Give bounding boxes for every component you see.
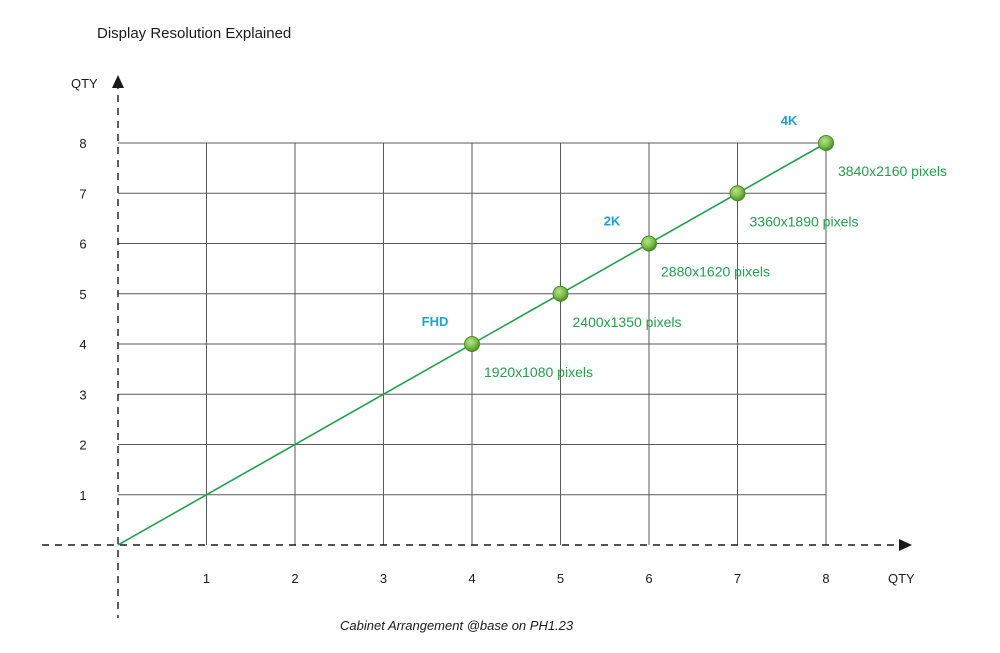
resolution-label: 2400x1350 pixels (573, 314, 682, 330)
resolution-label: 2880x1620 pixels (661, 264, 770, 280)
y-tick-label: 4 (79, 337, 86, 352)
x-tick-label: 4 (468, 571, 475, 586)
point-labels: 1920x1080 pixels FHD 2400x1350 pixels 2880x… (422, 113, 947, 380)
resolution-label: 1920x1080 pixels (484, 364, 593, 380)
tier-label: 2K (604, 214, 621, 229)
tier-label: FHD (422, 314, 449, 329)
x-tick-label: 1 (203, 571, 210, 586)
x-axis-label: QTY (888, 571, 915, 586)
x-tick-label: 6 (645, 571, 652, 586)
x-tick-labels: 1 2 3 4 5 6 7 8 (203, 571, 830, 586)
data-point (818, 135, 834, 151)
chart-caption: Cabinet Arrangement @base on PH1.23 (340, 618, 574, 633)
y-tick-label: 5 (79, 287, 86, 302)
y-axis-label: QTY (71, 76, 98, 91)
data-points (464, 135, 834, 352)
data-point (552, 285, 569, 302)
x-tick-label: 3 (380, 571, 387, 586)
data-point (464, 336, 480, 352)
x-tick-label: 8 (822, 571, 829, 586)
y-tick-label: 2 (79, 438, 86, 453)
resolution-label: 3840x2160 pixels (838, 163, 947, 179)
data-point (641, 235, 657, 252)
y-tick-label: 3 (79, 387, 86, 402)
y-tick-labels: 1 2 3 4 5 6 7 8 (79, 136, 86, 503)
x-tick-label: 5 (557, 571, 564, 586)
resolution-label: 3360x1890 pixels (750, 213, 859, 229)
data-point (729, 185, 746, 202)
y-axis-arrow (112, 75, 124, 88)
x-axis-arrow (899, 539, 912, 551)
x-tick-label: 7 (734, 571, 741, 586)
y-tick-label: 6 (79, 237, 86, 252)
x-tick-label: 2 (291, 571, 298, 586)
grid (118, 142, 827, 545)
y-tick-label: 8 (79, 136, 86, 151)
tier-label: 4K (781, 113, 798, 128)
y-tick-label: 1 (79, 488, 86, 503)
y-tick-label: 7 (79, 186, 86, 201)
chart-title: Display Resolution Explained (97, 25, 291, 42)
